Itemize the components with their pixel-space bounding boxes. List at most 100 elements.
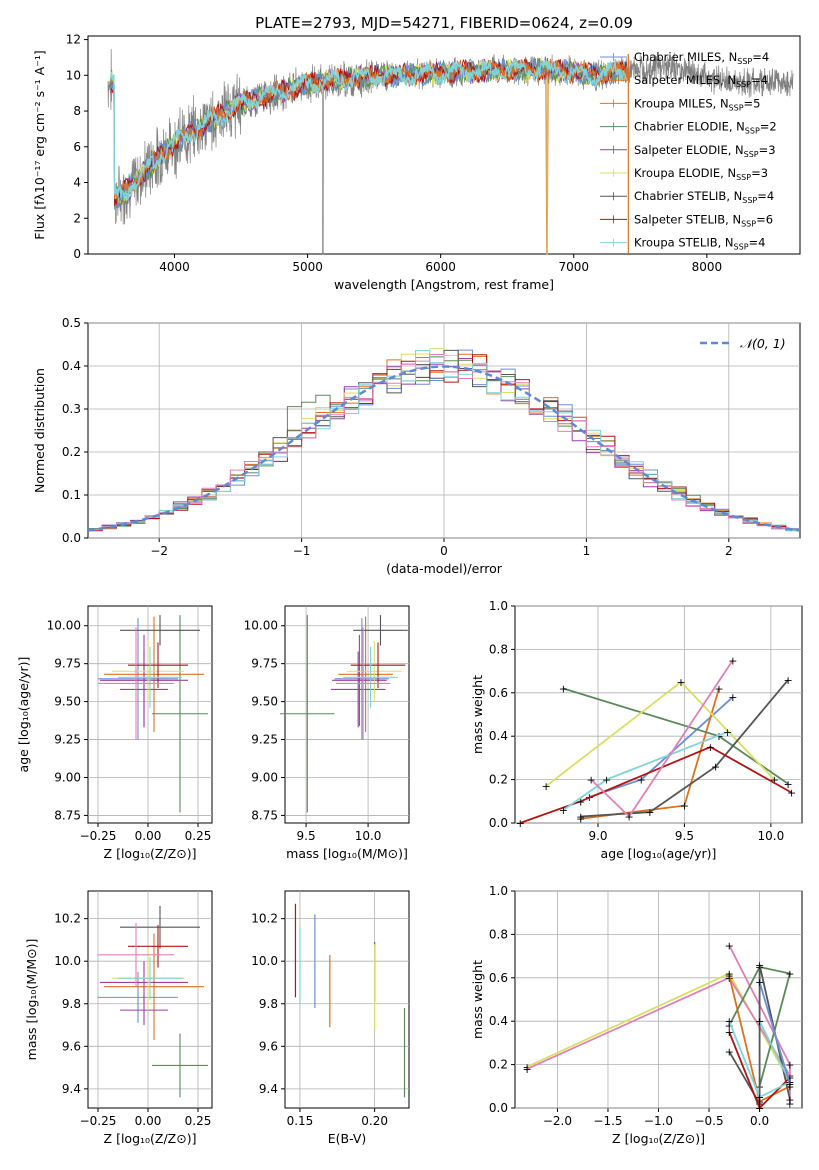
weight-marker: + bbox=[602, 774, 611, 787]
y-tick-label: 0.2 bbox=[489, 1058, 508, 1072]
x-tick-label: 0.15 bbox=[287, 1114, 314, 1128]
x-tick-label: 0.25 bbox=[185, 1114, 212, 1128]
weight-marker: + bbox=[787, 787, 796, 800]
x-tick-label: 9.0 bbox=[588, 829, 607, 843]
y-tick-label: 10.0 bbox=[251, 954, 278, 968]
gaussian-curve bbox=[87, 365, 801, 532]
legend-entry: Kroupa MILES, NSSP=5 bbox=[634, 96, 760, 112]
axes-frame bbox=[87, 35, 801, 255]
y-tick-label: 9.00 bbox=[54, 770, 81, 784]
axes-frame bbox=[87, 605, 213, 824]
x-tick-label: −1 bbox=[293, 544, 311, 558]
x-tick-label: 9.5 bbox=[297, 829, 316, 843]
y-tick-label: 0.4 bbox=[489, 1014, 508, 1028]
x-tick-label: 0.00 bbox=[135, 1114, 162, 1128]
y-axis-label: mass weight bbox=[470, 960, 485, 1039]
x-axis-label: Z [log₁₀(Z/Z⊙)] bbox=[104, 846, 197, 861]
weight-marker: + bbox=[784, 674, 793, 687]
weight-marker: + bbox=[725, 967, 734, 980]
weight-marker: + bbox=[770, 774, 779, 787]
y-tick-label: 4 bbox=[73, 176, 81, 190]
weight-marker: + bbox=[755, 976, 764, 989]
x-tick-label: 10.0 bbox=[355, 829, 382, 843]
model-spectrum bbox=[110, 58, 630, 255]
axes-frame bbox=[87, 890, 213, 1109]
x-tick-label: 2 bbox=[725, 544, 733, 558]
y-tick-label: 0.0 bbox=[489, 1101, 508, 1115]
weight-marker: + bbox=[714, 730, 723, 743]
x-tick-label: −0.5 bbox=[694, 1114, 723, 1128]
weight-marker: + bbox=[728, 654, 737, 667]
x-tick-label: −0.25 bbox=[80, 1114, 117, 1128]
x-tick-label: 0 bbox=[440, 544, 448, 558]
weight-line bbox=[545, 680, 775, 787]
weight-marker: + bbox=[785, 1093, 794, 1106]
weight-marker: + bbox=[576, 813, 585, 826]
legend-entry: Chabrier MILES, NSSP=4 bbox=[634, 50, 769, 66]
y-tick-label: 9.4 bbox=[259, 1082, 278, 1096]
weight-marker: + bbox=[624, 810, 633, 823]
weight-line bbox=[590, 659, 734, 818]
weight-marker: + bbox=[725, 1046, 734, 1059]
y-tick-label: 6 bbox=[73, 140, 81, 154]
weight-marker: + bbox=[785, 1080, 794, 1093]
legend-entry: 𝒩(0, 1) bbox=[740, 336, 786, 351]
y-tick-label: 1.0 bbox=[489, 884, 508, 898]
y-tick-label: 1.0 bbox=[489, 599, 508, 613]
y-tick-label: 8.75 bbox=[54, 808, 81, 822]
mass-vs-ebv-panel: 0.15 0.20 9.4 9.6 9.8 10.0 10.2 E(B-V) bbox=[251, 890, 410, 1146]
weight-marker: + bbox=[576, 810, 585, 823]
weight-marker: + bbox=[637, 774, 646, 787]
y-tick-label: 9.00 bbox=[251, 770, 278, 784]
x-tick-label: −2.0 bbox=[543, 1114, 572, 1128]
y-tick-label: 0.0 bbox=[62, 531, 81, 545]
model-spectrum bbox=[109, 58, 628, 201]
x-axis-label: mass [log₁₀(M/M⊙)] bbox=[286, 846, 408, 861]
weight-line bbox=[519, 746, 793, 824]
weight-marker: + bbox=[725, 1026, 734, 1039]
y-tick-label: 10.0 bbox=[54, 954, 81, 968]
x-tick-label: 7000 bbox=[558, 260, 589, 274]
axes-frame bbox=[284, 890, 410, 1109]
y-tick-label: 8 bbox=[73, 104, 81, 118]
weight-marker: + bbox=[723, 726, 732, 739]
y-tick-label: 9.6 bbox=[62, 1039, 81, 1053]
residual-histogram-panel: −2 −1 0 1 2 0.0 0.1 0.2 0.3 0.4 0.5 (data-model)/er… bbox=[32, 316, 801, 576]
y-axis-label: Flux [fλ10⁻¹⁷ erg cm⁻² s⁻¹ A⁻¹] bbox=[32, 50, 47, 239]
axes-frame bbox=[284, 605, 410, 824]
y-tick-label: 0.5 bbox=[62, 316, 81, 330]
x-tick-label: 0.00 bbox=[135, 829, 162, 843]
weight-marker: + bbox=[785, 1072, 794, 1085]
x-axis-label: Z [log₁₀(Z/Z⊙)] bbox=[612, 1131, 705, 1146]
y-tick-label: 9.8 bbox=[62, 997, 81, 1011]
weight-marker: + bbox=[542, 780, 551, 793]
y-tick-label: 0.4 bbox=[489, 729, 508, 743]
legend-entry: Kroupa ELODIE, NSSP=3 bbox=[634, 166, 768, 182]
weight-marker: + bbox=[725, 1020, 734, 1033]
y-tick-label: 10.00 bbox=[244, 619, 278, 633]
weight-marker: + bbox=[523, 1061, 532, 1074]
weight-marker: + bbox=[785, 1059, 794, 1072]
x-axis-label: Z [log₁₀(Z/Z⊙)] bbox=[104, 1131, 197, 1146]
x-tick-label: 0.20 bbox=[361, 1114, 388, 1128]
legend-entry: Salpeter STELIB, NSSP=6 bbox=[634, 212, 773, 228]
weight-marker: + bbox=[680, 800, 689, 813]
weight-marker: + bbox=[523, 1063, 532, 1076]
y-tick-label: 0.1 bbox=[62, 488, 81, 502]
weight-marker: + bbox=[576, 795, 585, 808]
y-tick-label: 0.8 bbox=[489, 642, 508, 656]
weight-marker: + bbox=[586, 774, 595, 787]
x-tick-label: 1 bbox=[583, 544, 591, 558]
weight-marker: + bbox=[676, 676, 685, 689]
x-tick-label: 4000 bbox=[159, 260, 190, 274]
weight-marker: + bbox=[725, 939, 734, 952]
y-tick-label: 0.6 bbox=[489, 971, 508, 985]
figure-title: PLATE=2793, MJD=54271, FIBERID=0624, z=0… bbox=[255, 14, 633, 32]
y-tick-label: 9.75 bbox=[54, 657, 81, 671]
y-tick-label: 9.25 bbox=[54, 733, 81, 747]
y-tick-label: 9.4 bbox=[62, 1082, 81, 1096]
weight-line bbox=[562, 731, 729, 811]
weight-line bbox=[728, 1020, 792, 1099]
x-tick-label: −1.0 bbox=[644, 1114, 673, 1128]
